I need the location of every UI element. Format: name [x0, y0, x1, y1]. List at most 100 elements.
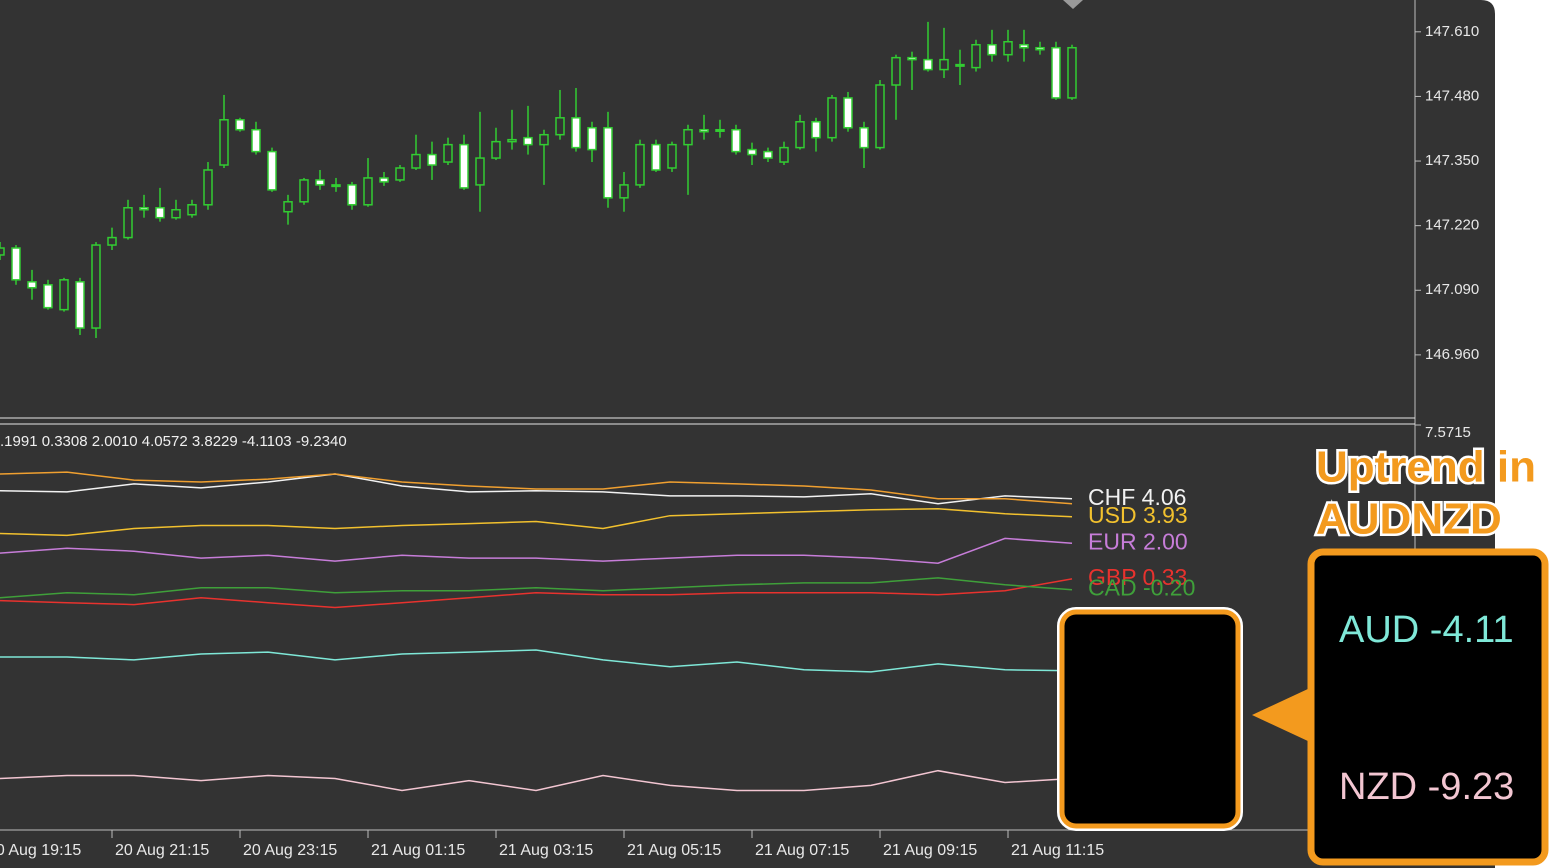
x-tick-label: 20 Aug 21:15 [115, 842, 209, 859]
candle-body [443, 143, 453, 163]
candle-body [427, 153, 437, 166]
zoom-box [1307, 548, 1549, 866]
candle-body [875, 84, 885, 149]
candle-body [523, 136, 533, 146]
y-tick-label: 147.090 [1425, 281, 1479, 298]
candle-body [219, 119, 229, 166]
candle-body [539, 133, 549, 146]
x-tick-label: 20 Aug 19:15 [0, 842, 81, 859]
candle-body [363, 177, 373, 206]
indicator-line [0, 473, 1073, 505]
candle-body [907, 56, 917, 61]
y-tick-label: 146.960 [1425, 346, 1479, 363]
candle-body [1051, 46, 1061, 99]
candle-body [635, 143, 645, 186]
zoom-label: AUD -4.11 [1339, 609, 1514, 651]
y-tick-label: 147.350 [1425, 152, 1479, 169]
indicator-line [0, 649, 1073, 673]
indicator-line [0, 537, 1073, 564]
candle-body [891, 56, 901, 86]
line-end-label: GBP 0.33 [1088, 564, 1187, 590]
shift-marker [1063, 0, 1083, 9]
candle-body [603, 126, 613, 199]
callout-title: Uptrend in [1316, 443, 1536, 492]
candle-body [123, 207, 133, 239]
candle-body [411, 153, 421, 169]
candle-body [795, 121, 805, 149]
candle-body [107, 236, 117, 246]
zoom-label: NZD -9.23 [1339, 766, 1514, 808]
candle-body [299, 179, 309, 203]
x-tick-label: 21 Aug 11:15 [1011, 842, 1104, 859]
candle-body [43, 284, 53, 309]
indicator-line [0, 507, 1073, 537]
price-pane: 147.610 147.480 147.350 147.220 147.090 146.9… [0, 21, 1479, 859]
candle-body [491, 140, 501, 159]
candle-body [779, 146, 789, 163]
candle-body [811, 121, 821, 139]
candle-body [747, 148, 757, 156]
candle-body [763, 150, 773, 159]
candle-body [859, 126, 869, 149]
candle-body [1067, 46, 1077, 99]
candle-body [203, 169, 213, 206]
candle-body [187, 204, 197, 216]
candle-body [347, 184, 357, 206]
candle-body [507, 138, 517, 143]
line-end-label: CAD -0.20 [1088, 575, 1195, 601]
candle-body [251, 128, 261, 153]
candle-body [1019, 43, 1029, 49]
candle-body [59, 279, 69, 311]
candle-body [699, 128, 709, 133]
candle-body [331, 184, 341, 188]
x-tick-label: 21 Aug 03:15 [499, 842, 593, 859]
x-tick-label: 20 Aug 23:15 [243, 842, 337, 859]
indicator-line [0, 577, 1073, 599]
x-tick-label: 21 Aug 09:15 [883, 842, 977, 859]
candle-body [971, 43, 981, 69]
candle-body [923, 58, 933, 71]
candle-body [459, 143, 469, 189]
candle-body [475, 157, 485, 186]
x-tick-label: 21 Aug 05:15 [627, 842, 721, 859]
y-tick-label: 147.220 [1425, 217, 1479, 234]
candle-body [155, 207, 165, 219]
indicator-line [0, 769, 1073, 792]
candle-body [939, 58, 949, 71]
candle-body [139, 207, 149, 211]
candle-body [235, 119, 245, 131]
candle-body [171, 208, 181, 219]
candle-body [395, 167, 405, 181]
candle-body [283, 201, 293, 213]
highlight-box [1059, 609, 1241, 829]
y-tick-label: 147.480 [1425, 87, 1479, 104]
candle-body [827, 97, 837, 139]
candle-body [571, 117, 581, 149]
callout-arrow [1252, 688, 1310, 742]
indicator-line [0, 578, 1073, 609]
candle-body [267, 150, 277, 191]
candle-body [619, 184, 629, 199]
line-end-label: CHF 4.06 [1088, 484, 1186, 510]
candle-body [75, 281, 85, 329]
candle-body [1035, 46, 1045, 51]
line-end-label: USD 3.93 [1088, 502, 1188, 528]
callout-title: AUDNZD [1316, 495, 1502, 544]
indicator-values: .1991 0.3308 2.0010 4.0572 3.8229 -4.110… [0, 433, 347, 450]
candle-body [987, 43, 997, 56]
candle-body [731, 128, 741, 153]
candle-body [315, 179, 325, 186]
candle-body [91, 244, 101, 329]
candle-body [0, 247, 5, 256]
candle-body [379, 177, 389, 183]
candle-body [667, 143, 677, 169]
x-tick-label: 21 Aug 07:15 [755, 842, 849, 859]
candle-body [11, 247, 21, 281]
candle-body [843, 97, 853, 129]
y-tick-label: 7.5715 [1425, 424, 1471, 441]
candle-body [1003, 41, 1013, 56]
y-tick-label: 147.610 [1425, 23, 1479, 40]
candle-body [651, 143, 661, 171]
